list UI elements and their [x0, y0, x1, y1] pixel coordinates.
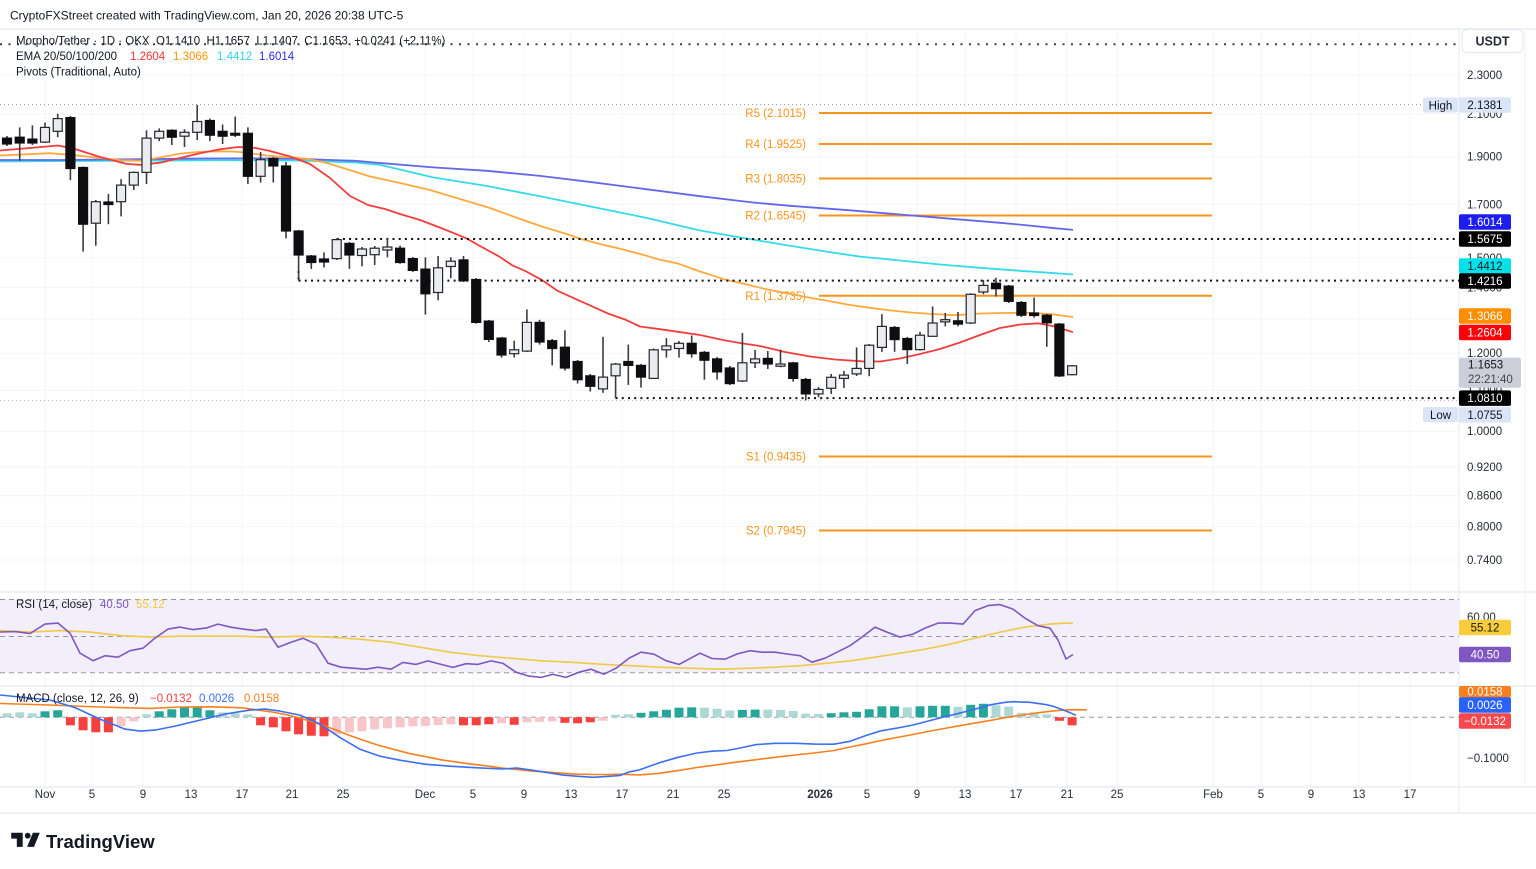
svg-text:1.3066: 1.3066	[1467, 311, 1502, 323]
svg-text:−0.0132: −0.0132	[1464, 716, 1506, 728]
svg-text:Pivots (Traditional, Auto): Pivots (Traditional, Auto)	[16, 66, 141, 78]
svg-text:R5 (2.1015): R5 (2.1015)	[745, 108, 806, 120]
svg-text:0.0158: 0.0158	[244, 693, 279, 705]
svg-text:40.50: 40.50	[100, 599, 129, 611]
svg-text:17: 17	[236, 789, 249, 801]
svg-text:9: 9	[521, 789, 527, 801]
svg-text:0.8600: 0.8600	[1467, 491, 1502, 503]
svg-text:1.4412: 1.4412	[1467, 261, 1502, 273]
svg-text:RSI (14, close): RSI (14, close)	[16, 599, 92, 611]
svg-text:1.3066: 1.3066	[173, 51, 208, 63]
svg-text:0.0026: 0.0026	[1467, 700, 1502, 712]
svg-text:Morpho/Tether · 1D · OKX O1.1: Morpho/Tether · 1D · OKX O1.1410 H1.1657…	[16, 36, 446, 48]
svg-text:13: 13	[959, 789, 972, 801]
svg-text:0.0158: 0.0158	[1467, 687, 1502, 699]
svg-text:1.6014: 1.6014	[1467, 217, 1503, 229]
svg-text:9: 9	[1308, 789, 1314, 801]
svg-text:Nov: Nov	[35, 789, 56, 801]
svg-text:13: 13	[1353, 789, 1366, 801]
svg-text:0.0026: 0.0026	[199, 693, 234, 705]
svg-text:MACD (close, 12, 26, 9): MACD (close, 12, 26, 9)	[16, 693, 139, 705]
svg-text:0.7400: 0.7400	[1467, 555, 1502, 567]
svg-text:5: 5	[89, 789, 95, 801]
svg-text:25: 25	[337, 789, 350, 801]
svg-text:Dec: Dec	[415, 789, 436, 801]
svg-text:21: 21	[667, 789, 680, 801]
svg-text:40.50: 40.50	[1471, 650, 1500, 662]
svg-text:0.9200: 0.9200	[1467, 462, 1502, 474]
svg-text:17: 17	[1404, 789, 1417, 801]
svg-text:17: 17	[616, 789, 629, 801]
svg-text:Feb: Feb	[1203, 789, 1223, 801]
svg-text:2.3000: 2.3000	[1467, 70, 1502, 82]
svg-text:22:21:40: 22:21:40	[1468, 374, 1513, 386]
svg-text:1.6014: 1.6014	[259, 51, 295, 63]
svg-text:S1 (0.9435): S1 (0.9435)	[746, 452, 806, 464]
svg-text:S2 (0.7945): S2 (0.7945)	[746, 526, 806, 538]
svg-text:25: 25	[718, 789, 731, 801]
svg-text:1.5675: 1.5675	[1467, 234, 1502, 246]
svg-text:1.2604: 1.2604	[1467, 328, 1503, 340]
svg-text:High: High	[1429, 101, 1453, 113]
svg-text:2.1381: 2.1381	[1467, 100, 1502, 112]
svg-text:R3 (1.8035): R3 (1.8035)	[745, 174, 806, 186]
svg-text:R4 (1.9525): R4 (1.9525)	[745, 139, 806, 151]
svg-text:1.1653: 1.1653	[1468, 360, 1503, 372]
svg-text:1.0755: 1.0755	[1467, 410, 1502, 422]
svg-text:−0.0132: −0.0132	[150, 693, 192, 705]
svg-text:5: 5	[470, 789, 476, 801]
svg-text:21: 21	[1061, 789, 1074, 801]
svg-text:5: 5	[1258, 789, 1264, 801]
svg-text:Low: Low	[1430, 410, 1452, 422]
svg-text:R1 (1.3735): R1 (1.3735)	[745, 291, 806, 303]
svg-text:1.7000: 1.7000	[1467, 199, 1502, 211]
svg-text:0.8000: 0.8000	[1467, 522, 1502, 534]
svg-text:1.4412: 1.4412	[217, 51, 252, 63]
svg-text:TradingView: TradingView	[46, 831, 155, 852]
svg-text:1.9000: 1.9000	[1467, 152, 1502, 164]
svg-text:55.12: 55.12	[1471, 623, 1500, 635]
svg-text:13: 13	[185, 789, 198, 801]
svg-text:9: 9	[914, 789, 920, 801]
svg-text:EMA 20/50/100/200: EMA 20/50/100/200	[16, 51, 117, 63]
svg-text:1.0000: 1.0000	[1467, 426, 1502, 438]
svg-text:13: 13	[565, 789, 578, 801]
svg-text:R2 (1.6545): R2 (1.6545)	[745, 211, 806, 223]
svg-text:2026: 2026	[807, 789, 833, 801]
svg-text:17: 17	[1010, 789, 1023, 801]
svg-text:55.12: 55.12	[136, 599, 165, 611]
svg-text:1.0810: 1.0810	[1467, 393, 1502, 405]
svg-text:25: 25	[1111, 789, 1124, 801]
svg-text:5: 5	[864, 789, 870, 801]
svg-text:1.2604: 1.2604	[130, 51, 166, 63]
svg-text:−0.1000: −0.1000	[1467, 753, 1509, 765]
svg-text:CryptoFXStreet created with Tr: CryptoFXStreet created with TradingView.…	[10, 9, 404, 23]
svg-text:9: 9	[140, 789, 146, 801]
svg-text:21: 21	[286, 789, 299, 801]
svg-text:USDT: USDT	[1475, 35, 1509, 49]
svg-text:1.2000: 1.2000	[1467, 348, 1502, 360]
svg-text:1.4216: 1.4216	[1467, 276, 1502, 288]
